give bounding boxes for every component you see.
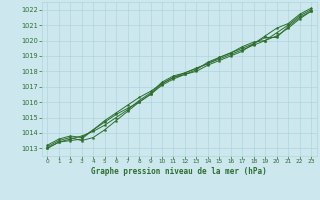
X-axis label: Graphe pression niveau de la mer (hPa): Graphe pression niveau de la mer (hPa): [91, 167, 267, 176]
